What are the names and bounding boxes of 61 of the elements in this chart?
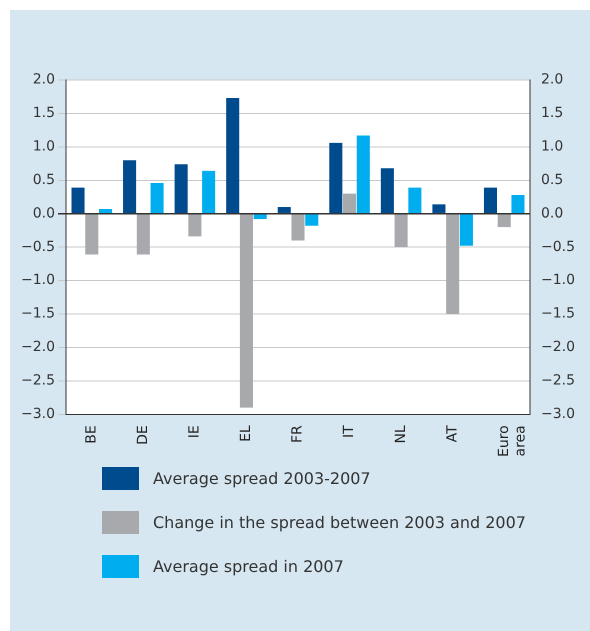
bar: [408, 188, 422, 213]
bar: [498, 214, 511, 228]
y-tick-label: 1.5: [32, 105, 55, 122]
bar: [511, 194, 525, 213]
bar: [432, 204, 446, 213]
x-tick-label: DE: [134, 425, 151, 445]
y-tick-label: −3.0: [20, 406, 55, 422]
bar: [123, 160, 136, 213]
y2-tick-label: 0.5: [541, 172, 564, 188]
bar: [343, 194, 356, 213]
legend-label: Change in the spread between 2003 and 2007: [153, 512, 526, 532]
bar: [188, 214, 202, 236]
bar: [305, 214, 318, 226]
bar: [460, 214, 473, 246]
bar: [380, 168, 394, 213]
y2-tick-label: −3.0: [541, 406, 576, 422]
y-tick-label: −2.0: [20, 339, 55, 356]
bar: [356, 135, 370, 213]
y2-tick-label: 1.5: [541, 105, 564, 122]
bar: [226, 98, 240, 213]
x-tick-label: IT: [341, 424, 358, 438]
x-tick-label: IE: [186, 425, 203, 438]
y2-tick-label: −2.5: [541, 372, 576, 388]
legend-label: Average spread in 2007: [153, 556, 344, 576]
bar: [254, 214, 267, 220]
y2-tick-label: 1.0: [541, 138, 564, 154]
y-tick-label: −2.5: [20, 372, 55, 388]
x-tick-label: NL: [392, 425, 409, 444]
bar: [240, 214, 253, 408]
x-tick-label: AT: [444, 424, 460, 442]
bar: [85, 214, 98, 254]
y2-tick-label: −1.0: [541, 272, 576, 288]
y2-tick-label: 0.0: [541, 205, 564, 222]
bar: [150, 182, 164, 213]
bar: [446, 214, 460, 314]
bar: [394, 214, 408, 248]
bar: [202, 170, 216, 213]
bar: [484, 188, 498, 213]
y2-tick-label: −0.5: [541, 238, 576, 255]
x-tick-label: BE: [83, 425, 100, 444]
y-tick-label: 2.0: [32, 72, 55, 88]
y2-tick-label: −1.5: [541, 306, 576, 322]
bar: [136, 214, 150, 254]
y-tick-label: −1.5: [20, 306, 55, 322]
x-tick-label: FR: [290, 424, 306, 444]
y-tick-label: 1.0: [32, 138, 55, 154]
bar: [291, 214, 305, 240]
bar: [71, 188, 85, 213]
x-tick-label: EL: [238, 425, 254, 442]
bar: [329, 142, 342, 213]
bar: [98, 209, 112, 213]
y2-tick-label: 2.0: [541, 72, 564, 88]
y2-tick-label: −2.0: [541, 339, 576, 356]
bar: [278, 207, 291, 213]
y-tick-label: 0.5: [32, 172, 55, 188]
y-tick-label: −0.5: [20, 238, 55, 255]
legend-label: Average spread 2003-2007: [153, 468, 371, 488]
bar: [174, 164, 188, 213]
y-tick-label: 0.0: [32, 205, 55, 222]
x-tick-label: Euro area: [496, 425, 529, 457]
y-tick-label: −1.0: [20, 272, 55, 288]
